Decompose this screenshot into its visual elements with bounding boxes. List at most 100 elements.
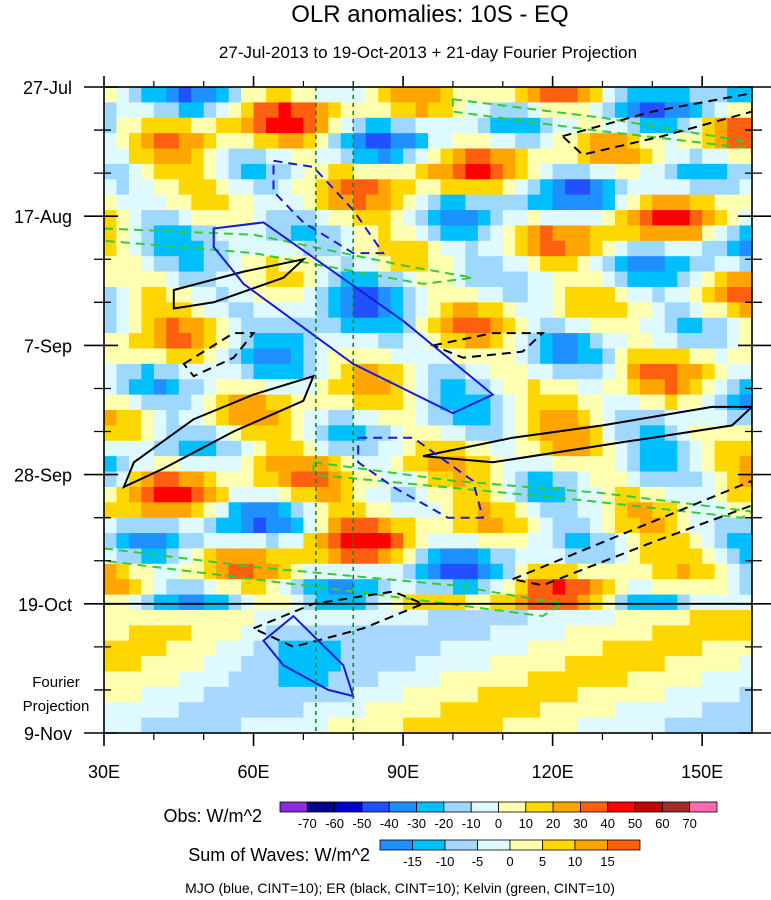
- field-cell: [241, 702, 255, 719]
- field-cell: [278, 363, 292, 380]
- field-cell: [365, 579, 379, 596]
- x-tick-label: 60E: [238, 762, 270, 782]
- colorbar-swatch: [477, 839, 511, 851]
- field-cell: [328, 210, 342, 227]
- field-cell: [702, 440, 716, 457]
- field-cell: [552, 348, 566, 365]
- field-cell: [390, 333, 404, 350]
- field-cell: [677, 333, 691, 350]
- field-cell: [565, 179, 579, 196]
- field-cell: [253, 533, 267, 550]
- field-cell: [602, 609, 616, 626]
- field-cell: [727, 210, 741, 227]
- field-cell: [627, 410, 641, 426]
- field-cell: [303, 348, 317, 365]
- colorbar-swatch: [661, 801, 691, 813]
- field-cell: [727, 194, 741, 211]
- field-cell: [315, 240, 329, 257]
- field-cell: [415, 87, 429, 103]
- field-cell: [340, 640, 354, 657]
- obs-colorbar: -70 -60 -50 -40 -30 -20 -10 0 10 20 30 40 50 60 70: [279, 801, 718, 831]
- field-cell: [590, 302, 604, 319]
- field-cell: [527, 686, 541, 703]
- field-cell: [104, 686, 118, 703]
- field-cell: [739, 548, 752, 565]
- field-cell: [315, 302, 329, 319]
- field-cell: [428, 517, 442, 534]
- field-cell: [178, 517, 192, 534]
- field-cell: [627, 563, 641, 580]
- field-cell: [689, 625, 703, 642]
- field-cell: [390, 271, 404, 288]
- kelvin-contour-pos: [451, 98, 752, 150]
- field-cell: [278, 179, 292, 196]
- field-cell: [614, 625, 628, 642]
- field-cell: [166, 640, 180, 657]
- colorbar-swatch: [574, 839, 608, 851]
- field-cell: [216, 302, 230, 319]
- field-cell: [465, 456, 479, 473]
- field-cell: [652, 271, 666, 288]
- field-cell: [303, 640, 317, 657]
- field-cell: [178, 563, 192, 580]
- field-cell: [490, 671, 504, 688]
- field-cell: [652, 686, 666, 703]
- field-cell: [153, 87, 167, 103]
- field-cell: [390, 256, 404, 273]
- field-cell: [590, 333, 604, 350]
- field-cell: [627, 348, 641, 365]
- field-cell: [278, 148, 292, 165]
- field-cell: [266, 240, 280, 257]
- field-cell: [328, 179, 342, 196]
- field-cell: [303, 302, 317, 319]
- field-cell: [515, 425, 529, 442]
- field-cell: [203, 286, 217, 303]
- field-cell: [191, 456, 205, 473]
- field-cell: [328, 133, 342, 150]
- field-cell: [278, 456, 292, 473]
- field-cell: [689, 456, 703, 473]
- field-cell: [465, 594, 479, 611]
- field-cell: [178, 363, 192, 380]
- field-cell: [515, 717, 529, 733]
- field-cell: [228, 486, 242, 503]
- field-cell: [303, 163, 317, 180]
- field-cell: [527, 225, 541, 242]
- field-cell: [652, 225, 666, 242]
- field-cell: [378, 579, 392, 596]
- field-cell: [527, 179, 541, 196]
- field-cell: [428, 87, 442, 103]
- field-cell: [241, 440, 255, 457]
- field-cell: [739, 179, 752, 196]
- field-cell: [465, 317, 479, 334]
- field-cell: [378, 333, 392, 350]
- field-cell: [390, 425, 404, 442]
- field-cell: [714, 286, 728, 303]
- field-cell: [191, 656, 205, 673]
- field-cell: [278, 625, 292, 642]
- field-cell: [689, 317, 703, 334]
- field-cell: [614, 394, 628, 411]
- field-cell: [664, 379, 678, 396]
- field-cell: [565, 502, 579, 519]
- field-cell: [428, 594, 442, 611]
- field-cell: [128, 225, 142, 242]
- field-cell: [428, 471, 442, 488]
- field-cell: [702, 609, 716, 626]
- field-cell: [253, 625, 267, 642]
- field-cell: [104, 348, 118, 365]
- colorbar-level-label: 70: [682, 816, 696, 831]
- field-cell: [540, 640, 554, 657]
- field-cell: [577, 563, 591, 580]
- field-cell: [428, 225, 442, 242]
- field-cell: [527, 133, 541, 150]
- field-cell: [191, 148, 205, 165]
- field-cell: [403, 333, 417, 350]
- field-cell: [565, 210, 579, 227]
- field-cell: [639, 471, 653, 488]
- field-cell: [614, 286, 628, 303]
- field-cell: [677, 102, 691, 119]
- field-cell: [415, 225, 429, 242]
- field-cell: [639, 702, 653, 719]
- field-cell: [590, 640, 604, 657]
